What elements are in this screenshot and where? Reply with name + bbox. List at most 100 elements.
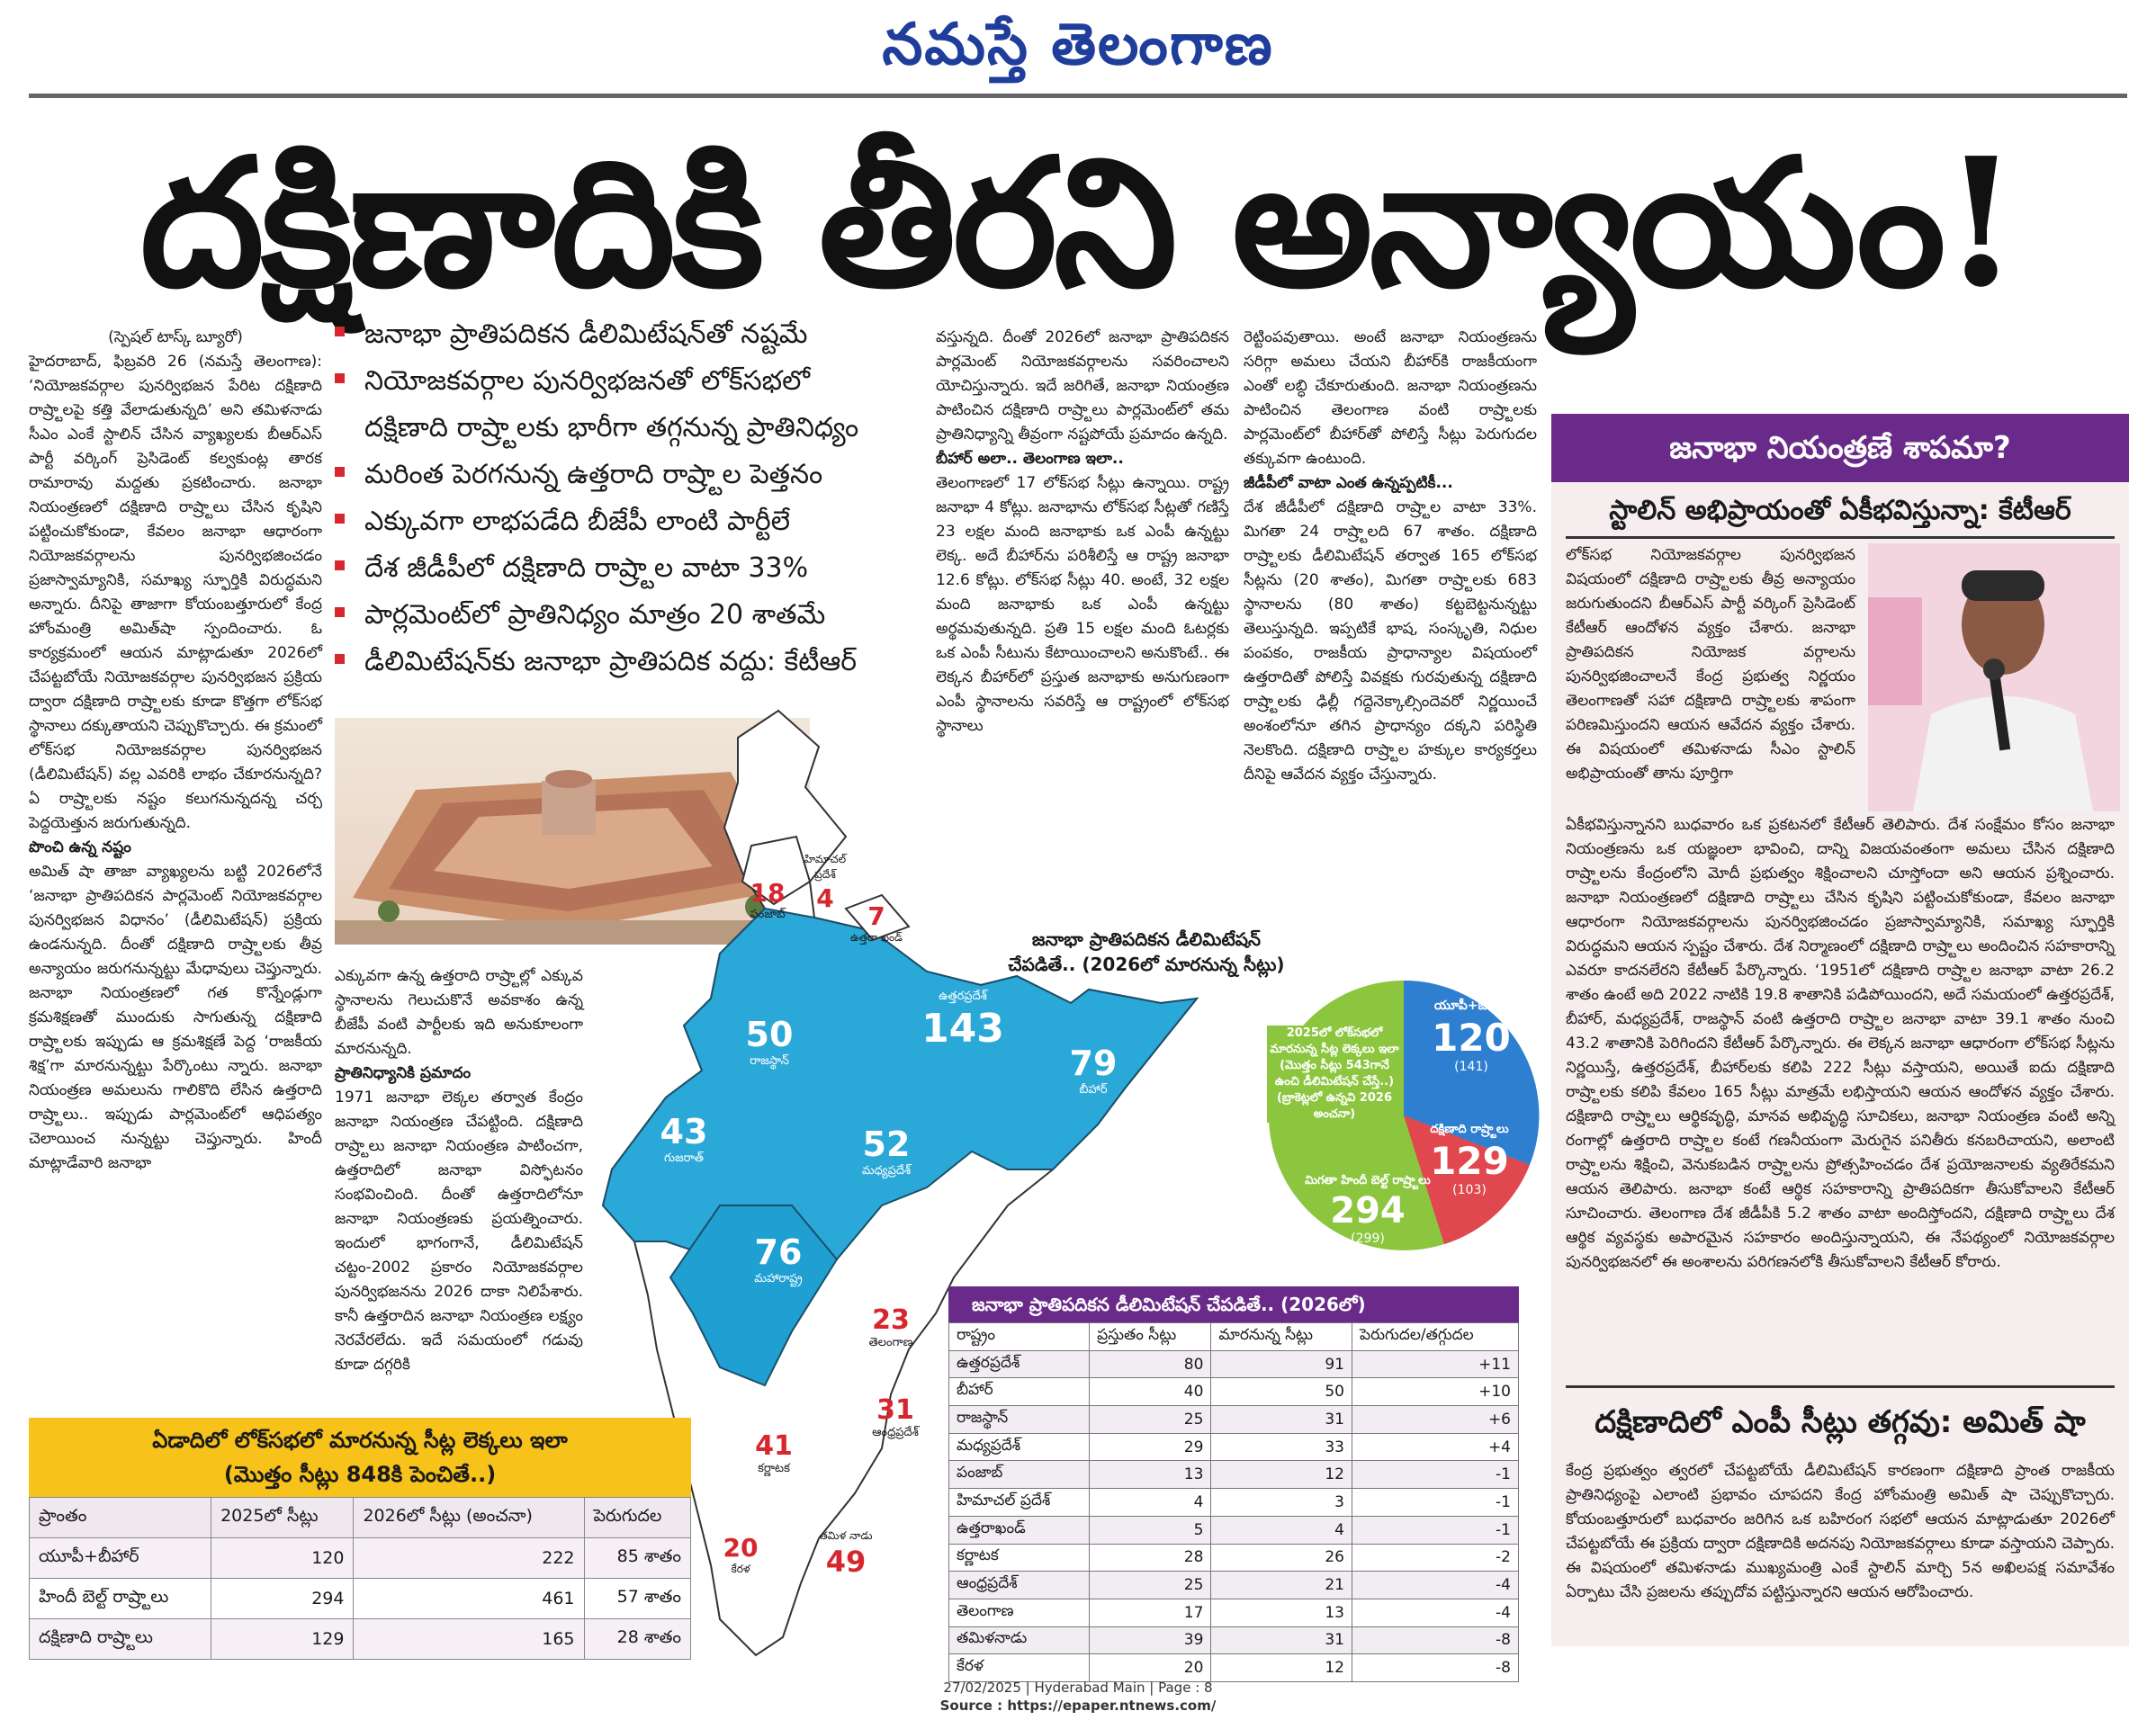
table-cell: హిందీ బెల్ట్ రాష్ర్టాలు	[28, 1578, 212, 1619]
table-cell: 13	[1089, 1460, 1212, 1490]
table-cell: 80	[1089, 1349, 1212, 1379]
map-region-bihar: 79 బీహార్	[1069, 1044, 1118, 1097]
table-cell: 17	[1089, 1598, 1212, 1627]
table-cell: 26	[1210, 1543, 1352, 1572]
table-row: ఉత్తరప్రదేశ్ 80 91 +11	[948, 1349, 1519, 1379]
table-cell: 91	[1210, 1349, 1352, 1379]
article-paragraph: తెలంగాణలో 17 లోక్‌సభ సీట్లు ఉన్నాయి. రాష…	[936, 474, 1229, 735]
table-cell: కేరళ	[948, 1653, 1091, 1682]
article-paragraph: 1971 జనాభా లెక్కల తర్వాత కేంద్రం జనాభా న…	[335, 1088, 583, 1374]
highlight-bullets: జనాభా ప్రాతిపదికన డీలిమిటేషన్‌తో నష్టమే …	[335, 311, 947, 685]
map-region-uttarakhand: 7 ఉత్తరా ఖండ్	[850, 901, 903, 944]
bullet-square-icon	[335, 654, 345, 664]
table-cell: -4	[1352, 1571, 1519, 1599]
map-region-himachal: హిమాచల్ ప్రదేశ్ 4	[804, 853, 847, 913]
table-header-cell: 2025లో సీట్లు	[211, 1497, 355, 1538]
table-cell: 165	[353, 1618, 585, 1660]
footer-source-line: Source : https://epaper.ntnews.com/	[939, 1698, 1217, 1714]
sidebar-text-body: ఏకీభవిస్తున్నానని బుధవారం ఒక ప్రకటనలో కే…	[1566, 813, 2115, 1275]
table-header-row: ప్రాంతం 2025లో సీట్లు 2026లో సీట్లు (అంచ…	[28, 1497, 691, 1538]
map-region-tamil-nadu: తమిళ నాడు 49	[819, 1529, 873, 1579]
table-header-cell: 2026లో సీట్లు (అంచనా)	[353, 1497, 585, 1538]
table-header-cell: పెరుగుదల/తగ్గుదల	[1352, 1322, 1519, 1351]
sidebar-paragraph-2: కేంద్ర ప్రభుత్వం త్వరలో చేపట్టబోయే డీలిమ…	[1566, 1462, 2115, 1601]
sidebar-paragraph: ఏకీభవిస్తున్నానని బుధవారం ఒక ప్రకటనలో కే…	[1566, 816, 2116, 1271]
table-cell: 85 శాతం	[583, 1537, 691, 1579]
table-cell: -1	[1352, 1460, 1519, 1490]
table-cell: 222	[353, 1537, 585, 1579]
table-cell: +4	[1352, 1432, 1519, 1462]
table-row: రాజస్థాన్ 25 31 +6	[948, 1405, 1519, 1434]
sidebar-subtitle: స్టాలిన్ అభిప్రాయంతో ఏకీభవిస్తున్నా: కేట…	[1609, 495, 2071, 526]
article-subhead: పొంచి ఉన్న నష్టం	[29, 838, 131, 856]
table-row: హిందీ బెల్ట్ రాష్ర్టాలు 294 461 57 శాతం	[28, 1578, 691, 1619]
map-region-maharashtra: 76 మహారాష్ట్ర	[754, 1232, 803, 1286]
pie-slice-south	[1404, 1115, 1530, 1244]
table-1-title: ఏడాదిలో లోక్‌సభలో మారనున్న సీట్ల లెక్కలు…	[29, 1418, 691, 1497]
table-2-body: ఉత్తరప్రదేశ్ 80 91 +11 బీహార్ 40 50 +10 రాజస్థాన…	[948, 1349, 1519, 1682]
bullet-item: దేశ జీడీపీలో దక్షిణాది రాష్ర్టాల వాటా 33…	[335, 545, 947, 592]
table-cell: 3	[1210, 1488, 1352, 1517]
sidebar-rule-2	[1566, 1385, 2115, 1388]
table-row: బీహార్ 40 50 +10	[948, 1377, 1519, 1407]
table-cell: 25	[1089, 1571, 1212, 1599]
table-row: ఉత్తరాఖండ్ 5 4 -1	[948, 1515, 1519, 1545]
table-cell: ఆంధ్రప్రదేశ్	[948, 1571, 1091, 1599]
table-cell: 12	[1210, 1653, 1352, 1682]
table-cell: 29	[1089, 1432, 1212, 1462]
seat-change-table-1: ఏడాదిలో లోక్‌సభలో మారనున్న సీట్ల లెక్కలు…	[28, 1418, 691, 1660]
sidebar-text-2: కేంద్ర ప్రభుత్వం త్వరలో చేపట్టబోయే డీలిమ…	[1566, 1459, 2115, 1605]
article-column-4: రెట్టింపవుతాయి. అంటే జనాభా నియంత్రణను సర…	[1244, 326, 1537, 787]
pie-label-up-bihar: యూపీ+బీహార్ 120 (141)	[1432, 999, 1511, 1074]
table-header-row: రాష్ట్రం ప్రస్తుతం సీట్లు మారనున్న సీట్ల…	[948, 1322, 1519, 1351]
table-row: ఆంధ్రప్రదేశ్ 25 21 -4	[948, 1571, 1519, 1599]
map-region-telangana: 23 తెలంగాణ	[868, 1304, 913, 1349]
table-cell: 31	[1210, 1405, 1352, 1434]
table-cell: +10	[1352, 1377, 1519, 1407]
masthead-rule	[29, 94, 2127, 98]
map-region-kerala: 20 కేరళ	[723, 1533, 759, 1575]
bullet-item: జనాభా ప్రాతిపదికన డీలిమిటేషన్‌తో నష్టమే	[335, 311, 947, 358]
article-paragraph: దేశ జీడీపీలో దక్షిణాది రాష్ర్టాల వాటా 33…	[1244, 498, 1537, 784]
seat-pie-chart: 2025లో లోక్‌సభలో మారనున్న సీట్ల లెక్కలు …	[1260, 972, 1548, 1259]
bullet-square-icon	[335, 327, 345, 336]
pie-center-text: 2025లో లోక్‌సభలో మారనున్న సీట్ల లెక్కలు …	[1267, 1026, 1402, 1123]
bullet-square-icon	[335, 514, 345, 524]
table-cell: -8	[1352, 1626, 1519, 1655]
table-header-cell: ప్రాంతం	[28, 1497, 212, 1538]
table-cell: 20	[1089, 1653, 1212, 1682]
table-cell: బీహార్	[948, 1377, 1091, 1407]
map-region-gujarat: 43 గుజరాత్	[660, 1112, 708, 1165]
table-cell: 12	[1210, 1460, 1352, 1490]
table-cell: +11	[1352, 1349, 1519, 1379]
table-cell: +6	[1352, 1405, 1519, 1434]
table-row: కేరళ 20 12 -8	[948, 1653, 1519, 1682]
bullet-square-icon	[335, 560, 345, 570]
table-2-title: జనాభా ప్రాతిపదికన డీలిమిటేషన్ చేపడితే.. …	[948, 1286, 1519, 1322]
table-cell: 33	[1210, 1432, 1352, 1462]
article-paragraph: అమిత్ షా తాజా వ్యాఖ్యలను బట్టి 2026లోనే …	[29, 863, 322, 1172]
table-cell: 13	[1210, 1598, 1352, 1627]
table-cell: పంజాబ్	[948, 1460, 1091, 1490]
article-subhead: బీహార్ అలా.. తెలంగాణ ఇలా..	[936, 450, 1124, 468]
india-map-infographic: 18 పంజాబ్ హిమాచల్ ప్రదేశ్ 4 7 ఉత్తరా ఖండ…	[585, 702, 1251, 1664]
parliament-photo	[335, 718, 810, 945]
table-cell: 21	[1210, 1571, 1352, 1599]
table-cell: 28 శాతం	[583, 1618, 691, 1660]
table-row: మధ్యప్రదేశ్ 29 33 +4	[948, 1432, 1519, 1462]
bullet-item: డీలిమిటేషన్‌కు జనాభా ప్రాతిపదిక వద్దు: క…	[335, 639, 947, 685]
table-cell: 25	[1089, 1405, 1212, 1434]
table-cell: 28	[1089, 1543, 1212, 1572]
table-cell: 39	[1089, 1626, 1212, 1655]
table-cell: హిమాచల్ ప్రదేశ్	[948, 1488, 1091, 1517]
map-region-rajasthan: 50 రాజస్థాన్	[745, 1015, 794, 1068]
table-cell: 31	[1210, 1626, 1352, 1655]
map-region-uttar-pradesh: ఉత్తరప్రదేశ్ 143	[921, 990, 1004, 1052]
table-header-cell: పెరుగుదల	[583, 1497, 691, 1538]
table-cell: కర్ణాటక	[948, 1543, 1091, 1572]
article-column-2: ఎక్కువగా ఉన్న ఉత్తరాది రాష్ర్టాల్లో ఎక్క…	[335, 964, 583, 1377]
byline: (స్పెషల్ టాస్క్ బ్యూరో)	[108, 328, 243, 346]
ktr-photo	[1868, 543, 2120, 811]
bullet-square-icon	[335, 373, 345, 383]
article-paragraph: ఎక్కువగా ఉన్న ఉత్తరాది రాష్ర్టాల్లో ఎక్క…	[335, 967, 583, 1058]
